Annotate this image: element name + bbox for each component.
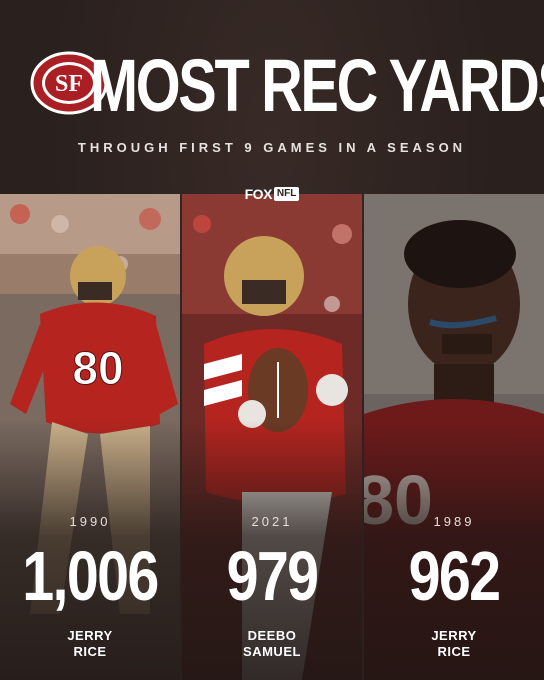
fox-logo-text: FOX [244, 186, 273, 202]
player-panel-1: 80 1990 1,006 JERRY RICE [0, 194, 180, 680]
receiving-yards: 962 [408, 537, 501, 615]
player-first-name: JERRY [431, 628, 477, 643]
season-year: 2021 [251, 514, 293, 529]
player-panel-2: 2021 979 DEEBO SAMUEL [182, 194, 362, 680]
player-panels: 80 1990 1,006 JERRY RICE [0, 194, 544, 680]
fox-nfl-logo: FOX NFL [238, 184, 306, 204]
player-first-name: JERRY [67, 628, 113, 643]
player-last-name: RICE [73, 644, 107, 659]
svg-text:80: 80 [72, 342, 123, 394]
49ers-logo: SF [30, 44, 108, 122]
player-first-name: DEEBO [247, 628, 297, 643]
player-name: JERRY RICE [364, 628, 544, 660]
receiving-yards: 1,006 [22, 537, 159, 615]
player-last-name: RICE [437, 644, 471, 659]
page-subtitle: THROUGH FIRST 9 GAMES IN A SEASON [77, 140, 467, 155]
receiving-yards: 979 [226, 537, 319, 615]
nfl-logo-text: NFL [273, 187, 300, 201]
page-title: MOST REC YARDS [90, 44, 544, 127]
season-year: 1990 [69, 514, 111, 529]
player-panel-3: 80 1989 962 JERRY RICE [364, 194, 544, 680]
svg-text:SF: SF [55, 71, 83, 97]
season-year: 1989 [433, 514, 475, 529]
player-last-name: SAMUEL [243, 644, 301, 659]
player-name: JERRY RICE [0, 628, 180, 660]
player-name: DEEBO SAMUEL [182, 628, 362, 660]
